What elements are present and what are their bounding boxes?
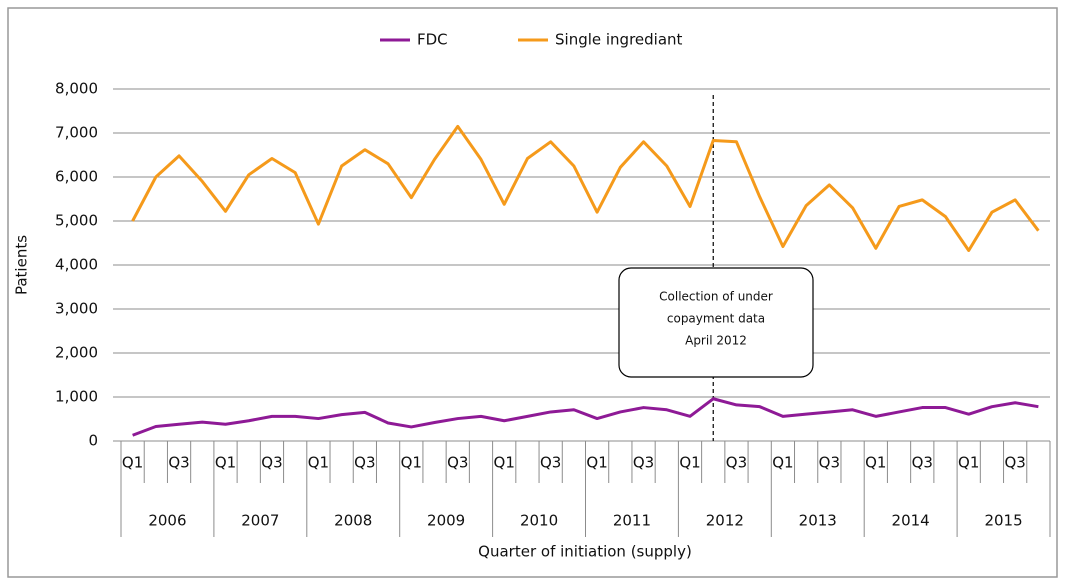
x-tick-label: Q1 <box>586 454 607 472</box>
x-tick-label: Q3 <box>633 454 654 472</box>
x-tick-label: Q3 <box>354 454 375 472</box>
y-tick-label: 3,000 <box>55 300 98 318</box>
year-label: 2007 <box>241 512 279 530</box>
x-tick-label: Q3 <box>168 454 189 472</box>
year-label: 2014 <box>892 512 930 530</box>
annotation-box <box>618 267 814 378</box>
y-tick-label: 2,000 <box>55 344 98 362</box>
year-label: 2012 <box>706 512 744 530</box>
year-label: 2008 <box>334 512 372 530</box>
x-tick-label: Q1 <box>494 454 515 472</box>
year-label: 2013 <box>799 512 837 530</box>
x-tick-label: Q1 <box>401 454 422 472</box>
x-tick-label: Q1 <box>122 454 143 472</box>
annotation-text: copayment data <box>667 312 765 326</box>
x-tick-label: Q1 <box>215 454 236 472</box>
y-axis-title: Patients <box>13 235 31 295</box>
x-tick-label: Q3 <box>1004 454 1025 472</box>
x-tick-label: Q1 <box>865 454 886 472</box>
x-axis-title: Quarter of initiation (supply) <box>478 543 692 561</box>
year-label: 2006 <box>148 512 186 530</box>
x-tick-label: Q1 <box>308 454 329 472</box>
year-label: 2015 <box>984 512 1022 530</box>
y-tick-label: 8,000 <box>55 80 98 98</box>
legend-label: FDC <box>417 31 448 49</box>
y-tick-label: 5,000 <box>55 212 98 230</box>
y-tick-label: 1,000 <box>55 388 98 406</box>
x-tick-label: Q3 <box>912 454 933 472</box>
y-tick-label: 7,000 <box>55 124 98 142</box>
annotation-text: April 2012 <box>685 334 747 348</box>
x-tick-label: Q3 <box>819 454 840 472</box>
x-tick-label: Q1 <box>772 454 793 472</box>
x-tick-label: Q3 <box>726 454 747 472</box>
year-label: 2011 <box>613 512 651 530</box>
series-line <box>132 397 1039 437</box>
y-tick-label: 6,000 <box>55 168 98 186</box>
chart-frame <box>7 7 1058 578</box>
series-line <box>131 124 1040 252</box>
annotation-text: Collection of under <box>659 290 773 304</box>
x-tick-label: Q1 <box>958 454 979 472</box>
y-tick-label: 0 <box>88 432 98 450</box>
year-label: 2009 <box>427 512 465 530</box>
x-tick-label: Q1 <box>679 454 700 472</box>
x-tick-label: Q3 <box>261 454 282 472</box>
legend-label: Single ingrediant <box>555 31 683 49</box>
year-label: 2010 <box>520 512 558 530</box>
x-tick-label: Q3 <box>447 454 468 472</box>
x-tick-label: Q3 <box>540 454 561 472</box>
y-tick-label: 4,000 <box>55 256 98 274</box>
